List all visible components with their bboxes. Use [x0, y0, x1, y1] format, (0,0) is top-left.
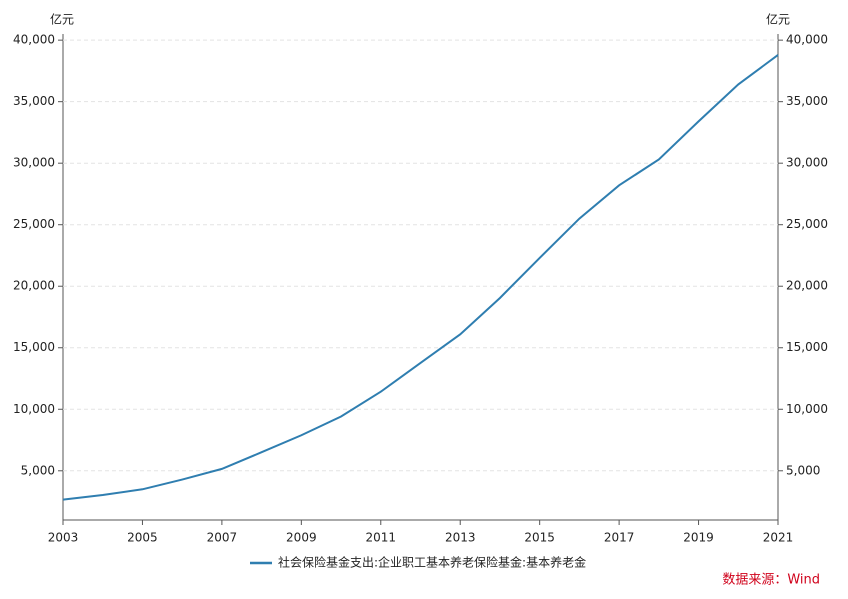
- y-tick-label: 15,000: [13, 340, 55, 354]
- y-tick-label: 20,000: [13, 279, 55, 293]
- data-line: [62, 54, 779, 501]
- x-tick-label: 2013: [445, 531, 476, 545]
- legend-label: 社会保险基金支出:企业职工基本养老保险基金:基本养老金: [278, 555, 586, 570]
- y-tick-label: 30,000: [13, 156, 55, 170]
- x-tick-label: 2021: [763, 531, 794, 545]
- y2-tick-label: 35,000: [786, 94, 828, 108]
- y2-tick-label: 30,000: [786, 156, 828, 170]
- x-tick-label: 2005: [127, 531, 158, 545]
- x-tick-label: 2019: [683, 531, 714, 545]
- y-tick-label: 25,000: [13, 217, 55, 231]
- x-tick-label: 2009: [286, 531, 317, 545]
- source-note: 数据来源：Wind: [722, 573, 820, 588]
- x-tick-label: 2017: [604, 531, 635, 545]
- y2-tick-label: 15,000: [786, 340, 828, 354]
- y2-tick-label: 40,000: [786, 33, 828, 47]
- x-tick-label: 2003: [48, 531, 79, 545]
- y2-tick-label: 20,000: [786, 279, 828, 293]
- y2-unit-label: 亿元: [766, 12, 790, 27]
- y-tick-label: 10,000: [13, 402, 55, 416]
- x-tick-label: 2011: [366, 531, 397, 545]
- y2-tick-label: 10,000: [786, 402, 828, 416]
- x-tick-label: 2015: [524, 531, 555, 545]
- y-tick-label: 5,000: [21, 463, 55, 477]
- y-unit-label: 亿元: [50, 12, 74, 27]
- y2-tick-label: 25,000: [786, 217, 828, 231]
- y2-tick-label: 5,000: [786, 463, 820, 477]
- y-tick-label: 35,000: [13, 94, 55, 108]
- y-tick-label: 40,000: [13, 33, 55, 47]
- x-tick-label: 2007: [207, 531, 238, 545]
